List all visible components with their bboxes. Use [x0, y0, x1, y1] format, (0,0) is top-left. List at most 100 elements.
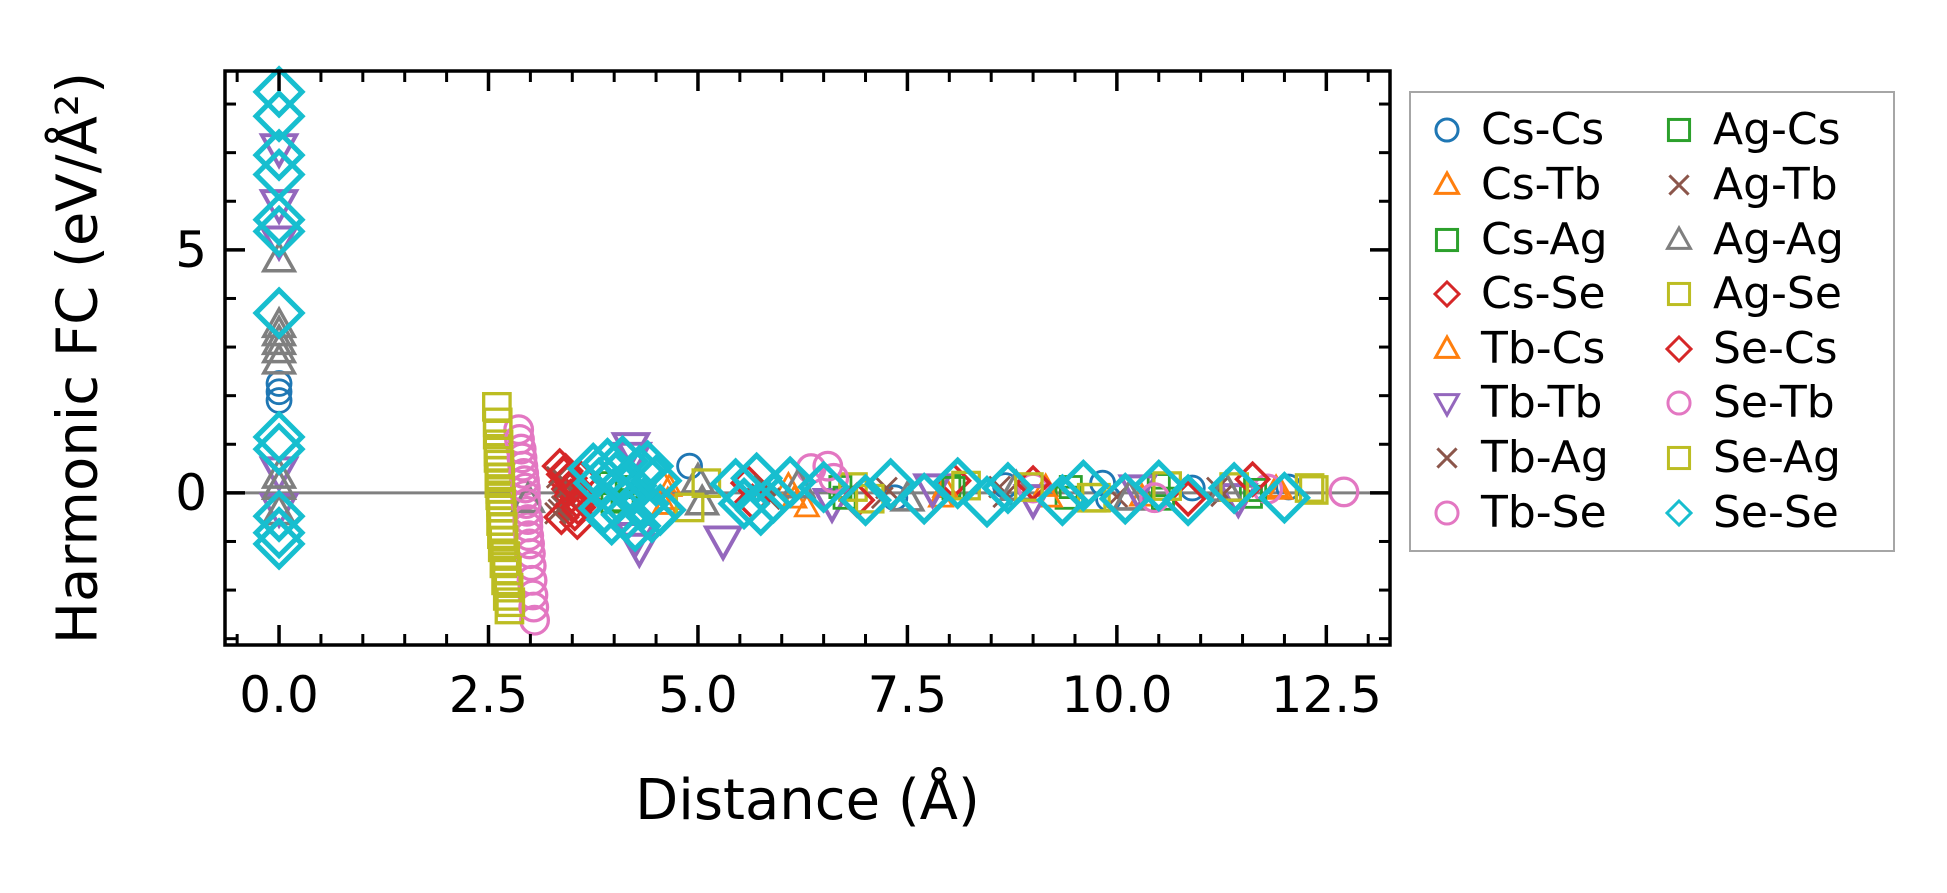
data-point-ag-ag	[260, 330, 298, 364]
data-point-tb-tb	[702, 525, 744, 563]
legend-item-tb-se: Tb-Se	[1429, 485, 1661, 540]
legend-label: Tb-Se	[1481, 486, 1607, 538]
data-point-se-se	[1056, 459, 1110, 513]
data-point-se-ag	[691, 468, 722, 499]
legend-marker-triangle-up-icon	[1661, 222, 1697, 258]
x-tick-label: 10.0	[1061, 666, 1172, 724]
legend-item-ag-cs: Ag-Cs	[1661, 103, 1893, 158]
data-point-se-se	[960, 475, 1014, 529]
legend: Cs-Cs Cs-Tb Cs-Ag Cs-Se Tb-Cs Tb-Tb Tb-Ag Tb-Se…	[1409, 91, 1895, 552]
legend-marker-square-icon	[1429, 222, 1465, 258]
x-axis-label: Distance (Å)	[635, 768, 980, 833]
legend-item-cs-se: Cs-Se	[1429, 267, 1661, 322]
data-point-se-se	[629, 454, 683, 508]
data-point-se-se	[1132, 459, 1186, 513]
legend-marker-circle-icon	[1429, 495, 1465, 531]
legend-label: Se-Cs	[1713, 322, 1838, 374]
data-point-se-se	[252, 193, 306, 247]
axis-ticks	[225, 71, 1390, 645]
data-point-se-se	[746, 471, 800, 525]
legend-marker-diamond-icon	[1661, 331, 1697, 367]
legend-marker-square-icon	[1661, 440, 1697, 476]
data-point-se-se	[734, 483, 788, 537]
y-tick-label: 5	[175, 221, 207, 279]
legend-label: Cs-Se	[1481, 268, 1606, 320]
legend-marker-triangle-up-icon	[1429, 331, 1465, 367]
data-point-se-se	[252, 410, 306, 464]
data-point-se-ag	[495, 587, 526, 618]
data-point-se-se	[1207, 461, 1261, 515]
series-se-se	[252, 65, 1312, 571]
legend-label: Cs-Cs	[1481, 104, 1605, 156]
legend-marker-x-icon	[1429, 440, 1465, 476]
legend-label: Ag-Ag	[1713, 213, 1844, 265]
data-point-se-se	[252, 286, 306, 340]
legend-item-se-se: Se-Se	[1661, 485, 1893, 540]
data-point-se-se	[616, 476, 671, 531]
legend-marker-square-icon	[1661, 276, 1697, 312]
legend-label: Tb-Tb	[1481, 377, 1603, 429]
legend-label: Se-Tb	[1713, 377, 1835, 429]
data-point-ag-se	[674, 492, 705, 523]
data-point-cs-tb	[793, 492, 821, 518]
data-point-se-se	[621, 439, 675, 493]
legend-item-ag-ag: Ag-Ag	[1661, 212, 1893, 267]
legend-marker-square-icon	[1661, 112, 1697, 148]
x-tick-label: 7.5	[868, 666, 948, 724]
data-point-se-se	[252, 128, 306, 182]
data-point-se-se	[763, 455, 817, 509]
data-point-ag-se	[482, 391, 512, 422]
legend-marker-diamond-icon	[1661, 495, 1697, 531]
data-point-tb-tb	[618, 532, 660, 570]
legend-label: Tb-Ag	[1481, 432, 1609, 484]
legend-label: Ag-Cs	[1713, 104, 1841, 156]
data-point-se-se	[633, 483, 687, 537]
data-point-se-ag	[1014, 472, 1044, 502]
legend-label: Se-Ag	[1713, 432, 1841, 484]
data-point-se-ag	[492, 555, 522, 586]
legend-label: Tb-Cs	[1481, 322, 1606, 374]
data-point-se-se	[1161, 473, 1215, 527]
legend-label: Ag-Tb	[1713, 158, 1838, 210]
data-point-se-se	[709, 457, 763, 511]
data-point-se-se	[981, 461, 1035, 515]
legend-marker-triangle-down-icon	[1429, 385, 1465, 421]
data-point-tb-se	[519, 604, 551, 636]
legend-marker-circle-icon	[1429, 112, 1465, 148]
data-point-se-se	[252, 65, 306, 119]
legend-item-cs-ag: Cs-Ag	[1429, 212, 1661, 267]
legend-marker-triangle-up-icon	[1429, 167, 1465, 203]
data-point-tb-tb	[811, 488, 853, 525]
data-point-se-ag	[488, 525, 519, 556]
data-point-se-se	[1035, 473, 1089, 527]
data-point-tb-tb	[1117, 474, 1159, 512]
legend-item-tb-ag: Tb-Ag	[1429, 431, 1661, 486]
x-tick-label: 0.0	[239, 666, 319, 724]
series-se-ag	[482, 419, 1329, 618]
series-tb-tb	[258, 133, 1259, 570]
data-point-ag-ag	[1111, 478, 1148, 511]
data-point-se-tb	[518, 591, 550, 623]
legend-item-cs-cs: Cs-Cs	[1429, 103, 1661, 158]
data-point-se-tb	[818, 462, 850, 494]
data-point-se-se	[797, 460, 851, 514]
series-ag-ag	[260, 239, 1244, 526]
data-point-se-se	[252, 517, 306, 571]
plot-spines	[223, 69, 1392, 647]
legend-label: Ag-Se	[1713, 268, 1842, 320]
legend-marker-circle-icon	[1661, 385, 1697, 421]
legend-item-se-tb: Se-Tb	[1661, 376, 1893, 431]
legend-label: Cs-Tb	[1481, 158, 1602, 210]
y-axis-label: Harmonic FC (eV/Å²)	[45, 71, 111, 645]
legend-label: Se-Se	[1713, 486, 1839, 538]
data-point-se-se	[252, 506, 306, 560]
legend-item-ag-se: Ag-Se	[1661, 267, 1893, 322]
data-point-ag-ag	[260, 342, 298, 375]
data-point-se-ag	[1219, 472, 1250, 502]
legend-item-tb-tb: Tb-Tb	[1429, 376, 1661, 431]
data-point-se-se	[252, 489, 306, 543]
legend-marker-x-icon	[1661, 167, 1697, 203]
data-point-se-ag	[482, 419, 513, 450]
